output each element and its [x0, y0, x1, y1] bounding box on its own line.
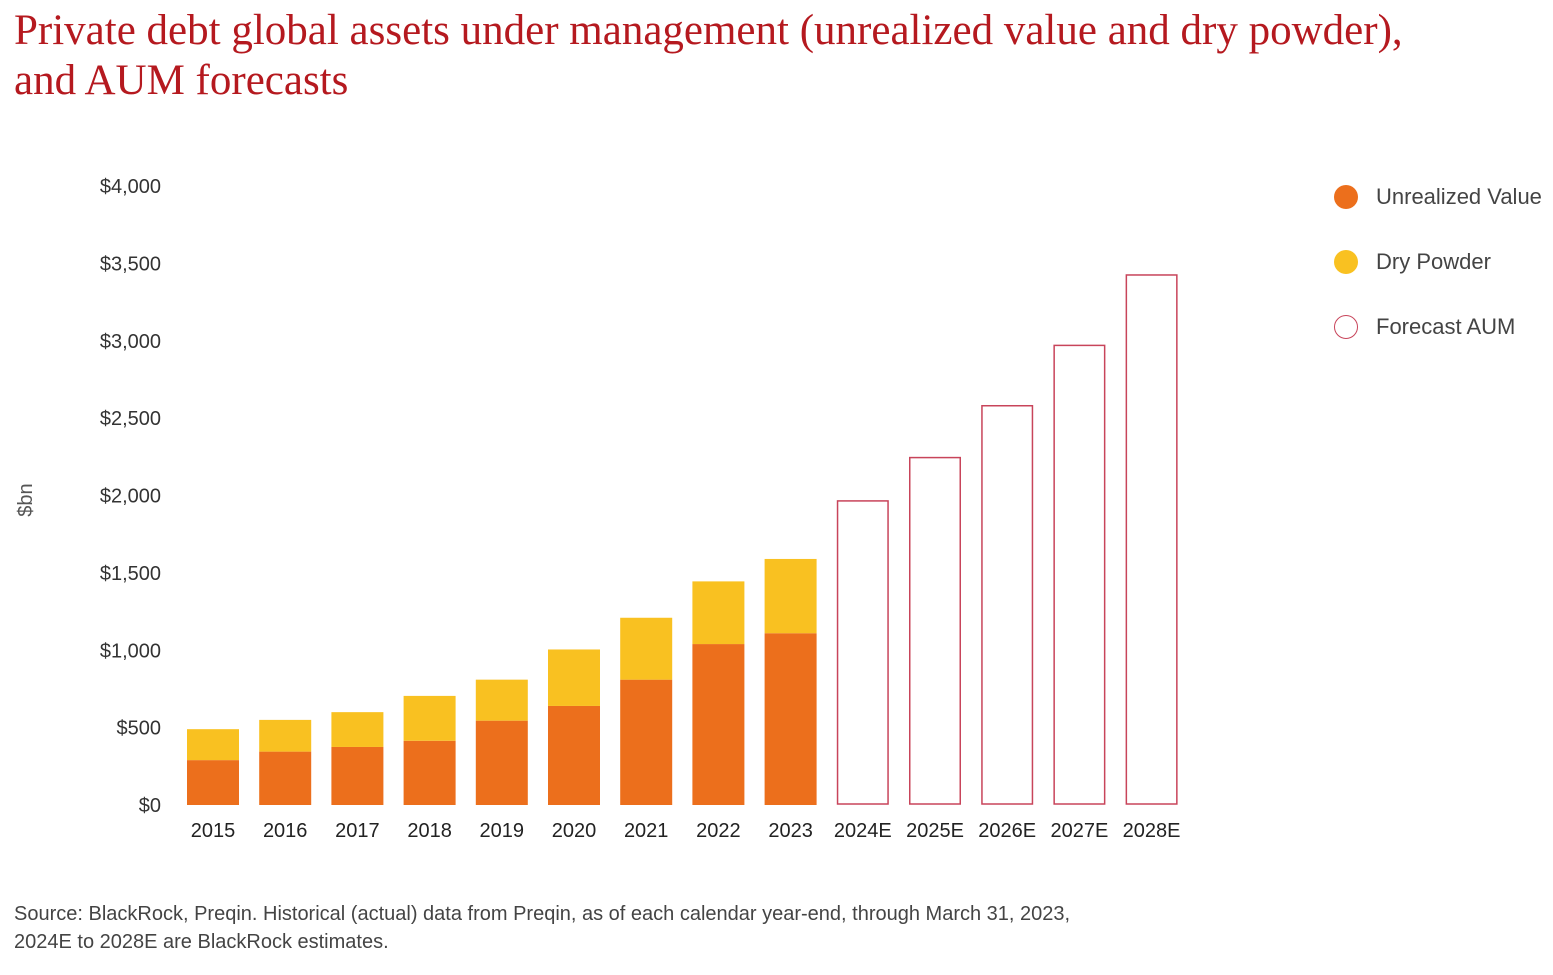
legend-item-dry-powder: Dry Powder: [1334, 245, 1542, 310]
legend-swatch-dry-powder: [1334, 250, 1358, 274]
bar-forecast-aum: [1053, 344, 1106, 805]
bar-dry-powder: [548, 649, 600, 706]
bar-unrealized-value: [475, 720, 528, 805]
y-tick-label: $3,500: [100, 253, 161, 275]
bar-forecast-aum: [981, 404, 1034, 805]
bar-forecast-aum: [836, 500, 889, 805]
bar-unrealized-value: [331, 746, 384, 805]
y-tick-label: $1,500: [100, 563, 161, 585]
legend: Unrealized Value Dry Powder Forecast AUM: [1334, 180, 1542, 375]
y-tick-label: $2,000: [100, 486, 161, 508]
y-tick-label: $1,000: [100, 640, 161, 662]
chart-title: Private debt global assets under managem…: [14, 6, 1514, 106]
x-tick-label: 2028E: [1123, 820, 1181, 842]
legend-swatch-unrealized-value: [1334, 185, 1358, 209]
y-tick-label: $0: [139, 795, 161, 817]
legend-swatch-forecast-aum: [1334, 315, 1358, 339]
x-tick-label: 2022: [696, 820, 741, 842]
bar-dry-powder: [620, 617, 673, 680]
y-tick-label: $4,000: [100, 176, 161, 198]
bar-dry-powder: [403, 695, 456, 741]
bar-unrealized-value: [692, 644, 745, 805]
x-tick-label: 2026E: [978, 820, 1036, 842]
bar-unrealized-value: [187, 760, 239, 805]
legend-label-forecast-aum: Forecast AUM: [1376, 314, 1516, 339]
x-tick-label: 2027E: [1050, 820, 1108, 842]
x-tick-label: 2023: [768, 820, 813, 842]
chart-title-line-1: Private debt global assets under managem…: [14, 7, 1403, 54]
legend-label-dry-powder: Dry Powder: [1376, 249, 1491, 274]
legend-item-unrealized-value: Unrealized Value: [1334, 180, 1542, 245]
x-tick-label: 2018: [407, 820, 452, 842]
bar-dry-powder: [331, 712, 384, 747]
bar-dry-powder: [692, 581, 745, 645]
bar-unrealized-value: [620, 679, 673, 805]
legend-label-unrealized-value: Unrealized Value: [1376, 184, 1542, 209]
x-tick-label: 2021: [624, 820, 669, 842]
bar-dry-powder: [187, 729, 239, 761]
x-tick-label: 2015: [191, 820, 236, 842]
bar-forecast-aum: [909, 456, 961, 805]
bar-forecast-aum: [1125, 274, 1178, 805]
bar-unrealized-value: [403, 740, 456, 805]
source-note: Source: BlackRock, Preqin. Historical (a…: [14, 900, 1314, 956]
bar-unrealized-value: [764, 633, 817, 805]
y-tick-label: $3,000: [100, 331, 161, 353]
x-tick-label: 2024E: [834, 820, 892, 842]
legend-item-forecast-aum: Forecast AUM: [1334, 310, 1542, 375]
chart-title-line-2: and AUM forecasts: [14, 57, 349, 104]
bar-dry-powder: [764, 558, 817, 634]
bar-unrealized-value: [259, 751, 312, 805]
y-axis-title: $bn: [15, 483, 37, 516]
bar-unrealized-value: [548, 705, 600, 805]
y-tick-label: $2,500: [100, 408, 161, 430]
bar-dry-powder: [259, 719, 312, 752]
x-tick-label: 2020: [552, 820, 597, 842]
x-tick-label: 2016: [263, 820, 308, 842]
x-tick-label: 2025E: [906, 820, 964, 842]
source-line-1: Source: BlackRock, Preqin. Historical (a…: [14, 903, 1071, 925]
y-tick-label: $500: [117, 718, 162, 740]
source-line-2: 2024E to 2028E are BlackRock estimates.: [14, 931, 389, 953]
x-tick-label: 2019: [480, 820, 525, 842]
x-tick-label: 2017: [335, 820, 380, 842]
bar-dry-powder: [475, 679, 528, 721]
